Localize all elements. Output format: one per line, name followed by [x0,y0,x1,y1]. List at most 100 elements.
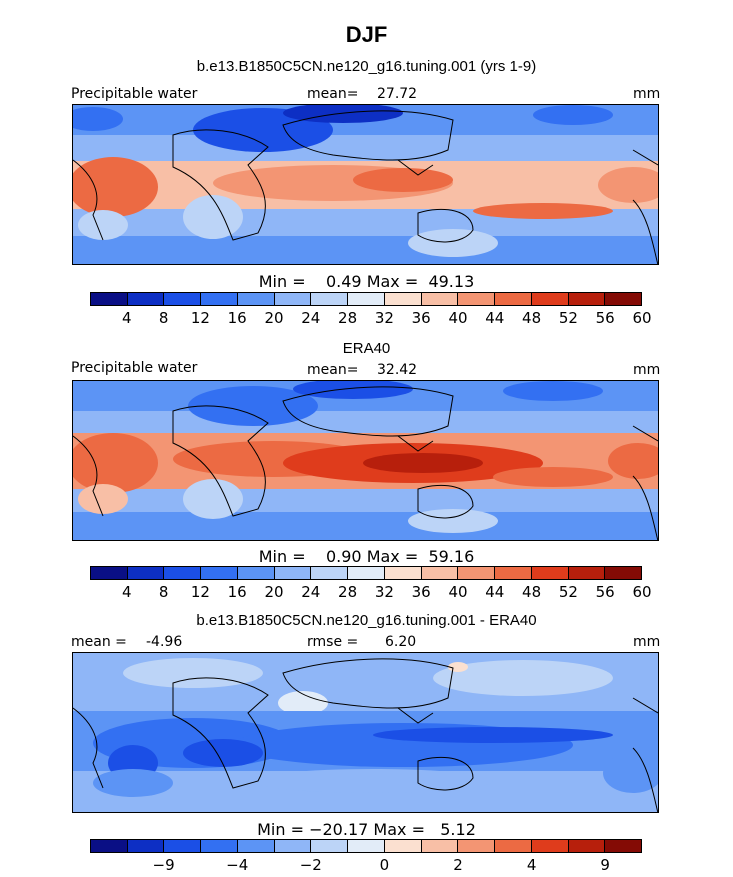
panel3-minmax: Min = −20.17 Max = 5.12 [0,820,733,839]
colorbar-box [531,567,569,579]
colorbar-tick: 4 [122,583,132,601]
colorbar-tick: 32 [374,583,394,601]
colorbar-box [384,840,422,852]
panel1-colorbar-ticks: 4 8 12 16 20 24 28 32 36 40 44 48 52 56 … [90,309,652,327]
colorbar-box [91,293,128,305]
colorbar-tick: 9 [600,856,610,874]
colorbar-tick: 32 [374,309,394,327]
colorbar-tick: 12 [190,583,210,601]
colorbar-tick: 16 [227,583,247,601]
colorbar-box [164,840,202,852]
colorbar-box [458,840,496,852]
panel3-title: b.e13.B1850C5CN.ne120_g16.tuning.001 - E… [196,612,537,629]
colorbar-tick: 52 [558,583,578,601]
colorbar-box [495,567,532,579]
colorbar-tick: −4 [226,856,249,874]
colorbar-box [348,567,385,579]
colorbar-tick: 28 [338,309,358,327]
panel1-map [72,104,659,265]
panel2-minmax: Min = 0.90 Max = 59.16 [0,547,733,566]
colorbar-tick: 24 [301,583,321,601]
panel1-max-label: Max = [366,272,419,291]
colorbar-box [384,567,422,579]
colorbar-box [201,293,238,305]
panel3-map [72,652,659,813]
panel3-min-label: Min = [257,820,304,839]
colorbar-box [568,567,606,579]
panel3-colorbar-ticks: −9 −4 −2 0 2 4 9 [90,856,642,874]
colorbar-box [274,293,312,305]
panel1-minmax: Min = 0.49 Max = 49.13 [0,272,733,291]
colorbar-box [164,293,202,305]
colorbar-tick: 4 [122,309,132,327]
colorbar-box [495,840,532,852]
colorbar-box [201,840,238,852]
colorbar-box [91,840,128,852]
colorbar-box [568,293,606,305]
colorbar-tick: 8 [158,583,169,601]
colorbar-tick: 0 [379,856,390,874]
colorbar-box [348,293,385,305]
panel2-min-label: Min = [258,547,306,566]
panel3-max-label: Max = [373,820,425,839]
figure-season-title: DJF [345,22,388,47]
colorbar-tick: 52 [558,309,578,327]
colorbar-box [458,567,496,579]
panel2-colorbar-ticks: 4 8 12 16 20 24 28 32 36 40 44 48 52 56 … [90,583,652,601]
colorbar-tick: −9 [152,856,175,874]
colorbar-tick: 2 [453,856,463,874]
colorbar-box [421,840,459,852]
colorbar-tick: 20 [264,583,284,601]
colorbar-tick: 28 [338,583,358,601]
panel1-min-value: 0.49 [325,272,362,291]
colorbar-box [605,293,642,305]
colorbar-tick: 48 [522,309,542,327]
panel3-colorbar [90,839,642,853]
colorbar-box [127,293,165,305]
colorbar-tick: 8 [158,309,169,327]
colorbar-box [531,293,569,305]
colorbar-box [237,293,275,305]
panel1-mean-value: 27.72 [377,86,418,102]
colorbar-box [311,840,349,852]
colorbar-tick: 36 [411,309,431,327]
colorbar-box [421,567,459,579]
colorbar-tick: 40 [448,309,468,327]
colorbar-box [495,293,532,305]
colorbar-box [237,840,275,852]
panel3-max-value: 5.12 [440,820,476,839]
colorbar-tick: 44 [485,309,505,327]
panel2-title: ERA40 [342,340,391,357]
panel1-colorbar [90,292,642,306]
panel3-rmse-value: 6.20 [385,634,417,650]
colorbar-tick: 40 [448,583,468,601]
colorbar-box [348,840,385,852]
colorbar-tick: 20 [264,309,284,327]
colorbar-box [127,567,165,579]
panel1-mean-label: mean= [307,86,359,102]
colorbar-box [458,293,496,305]
panel3-mean-label: mean = [71,634,127,650]
colorbar-tick: 36 [411,583,431,601]
panel1-variable-label: Precipitable water [71,86,198,102]
panel3-min-value: −20.17 [309,820,369,839]
colorbar-box [605,840,642,852]
colorbar-tick: −2 [299,856,322,874]
panel2-map-field [73,381,658,540]
colorbar-tick: 56 [595,309,615,327]
panel1-title: b.e13.B1850C5CN.ne120_g16.tuning.001 (yr… [196,58,537,75]
colorbar-tick: 16 [227,309,247,327]
panel2-variable-label: Precipitable water [71,360,198,376]
panel3-map-field [73,653,658,812]
colorbar-box [127,840,165,852]
panel2-colorbar [90,566,642,580]
colorbar-box [274,840,312,852]
colorbar-box [421,293,459,305]
colorbar-tick: 60 [632,309,652,327]
panel3-mean-value: -4.96 [146,634,183,650]
panel1-min-label: Min = [258,272,306,291]
colorbar-tick: 4 [526,856,537,874]
colorbar-tick: 44 [485,583,505,601]
colorbar-box [311,293,349,305]
colorbar-tick: 56 [595,583,615,601]
